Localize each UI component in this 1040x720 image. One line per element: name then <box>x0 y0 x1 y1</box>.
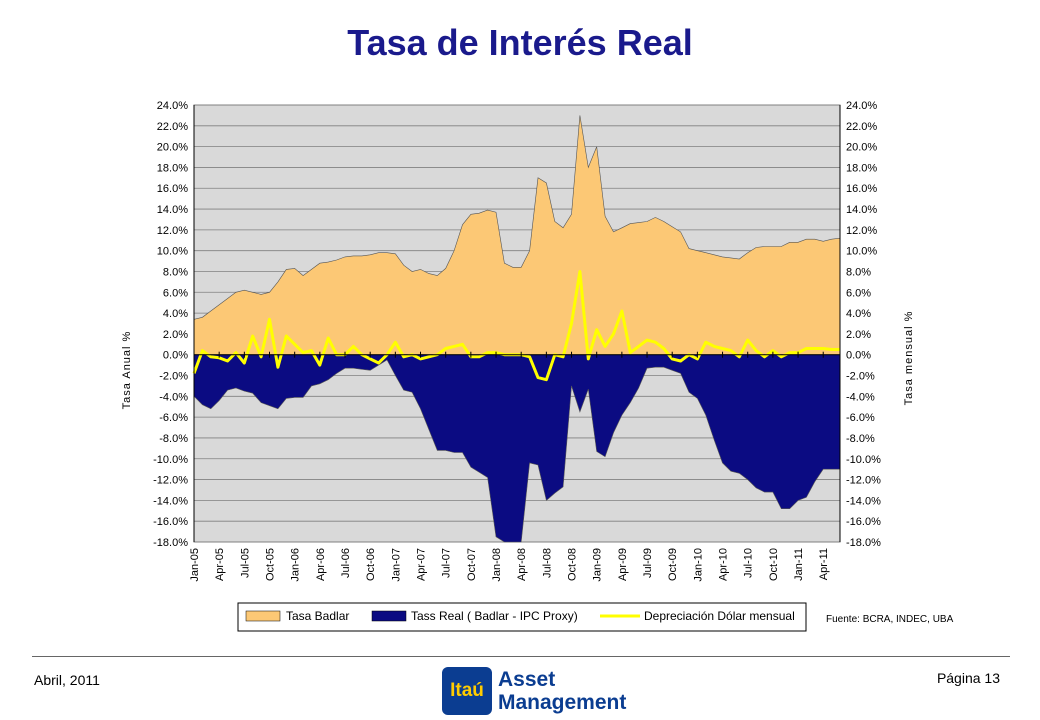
area-series <box>193 115 841 543</box>
x-tick-label: Jan-06 <box>290 548 302 582</box>
y-left-axis-label: Tasa Anual % <box>121 331 133 410</box>
y-right-tick-label: 16.0% <box>846 183 877 195</box>
itau-logo-mark: Itaú <box>442 667 492 715</box>
y-right-tick-label: 12.0% <box>846 225 877 237</box>
x-tick-label: Apr-07 <box>416 548 428 581</box>
y-right-tick-label: 22.0% <box>846 121 877 133</box>
y-left-tick-label: -4.0% <box>159 391 188 403</box>
y-left-tick-label: -18.0% <box>153 537 188 549</box>
x-tick-label: Apr-11 <box>818 548 830 580</box>
itau-asset-management-logo: Itaú Asset Management <box>442 667 626 715</box>
y-left-tick-label: -8.0% <box>159 433 188 445</box>
y-right-tick-label: -2.0% <box>846 371 875 383</box>
y-right-axis-label: Tasa mensual % <box>903 311 915 406</box>
x-tick-label: Jul-07 <box>441 548 453 578</box>
axes <box>193 105 841 542</box>
y-right-tick-label: -12.0% <box>846 475 881 487</box>
y-left-tick-label: 14.0% <box>157 204 188 216</box>
footer-date: Abril, 2011 <box>34 672 100 688</box>
y-left-tick-label: -2.0% <box>159 371 188 383</box>
y-left-tick-label: 2.0% <box>163 329 188 341</box>
y-right-tick-label: 6.0% <box>846 287 871 299</box>
interest-rate-chart: 24.0% 22.0% 20.0% 18.0% 16.0% 14.0% 12.0% 10.0%… <box>121 100 915 632</box>
y-right-tick-label: 14.0% <box>846 204 877 216</box>
x-tick-label: Oct-07 <box>466 548 478 581</box>
x-tick-label: Jul-09 <box>642 548 654 578</box>
x-tick-label: Jan-11 <box>793 548 805 581</box>
y-right-tick-label: 4.0% <box>846 308 871 320</box>
x-tick-label: Jul-08 <box>541 548 553 578</box>
y-left-tick-label: 22.0% <box>157 121 188 133</box>
x-tick-label: Apr-08 <box>516 548 528 581</box>
y-left-tick-label: -12.0% <box>153 475 188 487</box>
x-tick-label: Apr-05 <box>214 548 226 581</box>
source-note: Fuente: BCRA, INDEC, UBA <box>826 614 954 625</box>
y-right-tick-label: -10.0% <box>846 454 881 466</box>
x-tick-label: Jan-05 <box>189 548 201 582</box>
y-left-tick-label: 4.0% <box>163 308 188 320</box>
y-right-tick-label: -16.0% <box>846 516 881 528</box>
y-left-tick-label: 8.0% <box>163 266 188 278</box>
logo-line-2: Management <box>498 691 627 714</box>
x-tick-label: Oct-09 <box>667 548 679 581</box>
footer-divider <box>32 656 1010 657</box>
x-tick-label: Jan-07 <box>390 548 402 582</box>
x-tick-label: Oct-06 <box>365 548 377 581</box>
x-tick-label: Jul-10 <box>743 548 755 578</box>
y-right-tick-label: -14.0% <box>846 495 881 507</box>
x-tick-labels: Jan-05 Apr-05 Jul-05 Oct-05 Jan-06 Apr-06 Jul-… <box>189 548 830 582</box>
x-tick-label: Oct-05 <box>265 548 277 581</box>
legend-label-real: Tass Real ( Badlar - IPC Proxy) <box>411 609 578 623</box>
x-tick-label: Jan-08 <box>491 548 503 582</box>
y-left-tick-label: 6.0% <box>163 287 188 299</box>
y-left-tick-label: 18.0% <box>157 162 188 174</box>
y-right-tick-label: 10.0% <box>846 246 877 258</box>
y-left-tick-label: 12.0% <box>157 225 188 237</box>
y-right-tick-label: -4.0% <box>846 391 875 403</box>
y-left-tick-label: -10.0% <box>153 454 188 466</box>
x-tick-label: Jan-10 <box>692 548 704 582</box>
right-y-tick-labels: 24.0% 22.0% 20.0% 18.0% 16.0% 14.0% 12.0% 10.0%… <box>846 100 881 549</box>
x-tick-label: Oct-08 <box>567 548 579 581</box>
x-tick-label: Jan-09 <box>592 548 604 582</box>
legend-box <box>237 602 807 632</box>
y-right-tick-label: 2.0% <box>846 329 871 341</box>
y-right-tick-label: -18.0% <box>846 537 881 549</box>
legend-label-badlar: Tasa Badlar <box>286 609 349 623</box>
x-tick-label: Apr-09 <box>617 548 629 581</box>
y-left-tick-label: -16.0% <box>153 516 188 528</box>
logo-wordmark: Asset Management <box>498 668 626 714</box>
page-number: Página 13 <box>936 670 1000 686</box>
y-right-tick-label: -6.0% <box>846 412 875 424</box>
x-tick-label: Jul-06 <box>340 548 352 578</box>
y-left-tick-label: -14.0% <box>153 495 188 507</box>
y-left-tick-label: -6.0% <box>159 412 188 424</box>
y-right-tick-label: 20.0% <box>846 142 877 154</box>
x-tick-label: Apr-10 <box>718 548 730 581</box>
y-right-tick-label: 8.0% <box>846 266 871 278</box>
y-left-tick-label: 16.0% <box>157 183 188 195</box>
x-tick-label: Jul-05 <box>239 548 251 578</box>
y-left-tick-label: 0.0% <box>163 350 188 362</box>
area-tasa-real <box>193 354 841 543</box>
left-y-tick-labels: 24.0% 22.0% 20.0% 18.0% 16.0% 14.0% 12.0% 10.0%… <box>153 100 188 549</box>
y-right-tick-label: 0.0% <box>846 350 871 362</box>
legend-swatch-real <box>371 610 407 622</box>
page-title: Tasa de Interés Real <box>347 22 693 63</box>
y-right-tick-label: 24.0% <box>846 100 877 112</box>
y-left-tick-label: 10.0% <box>157 246 188 258</box>
legend-swatch-badlar <box>245 610 281 622</box>
legend: Tasa Badlar Tass Real ( Badlar - IPC Pro… <box>237 602 807 632</box>
y-left-tick-label: 20.0% <box>157 142 188 154</box>
x-tick-label: Oct-10 <box>768 548 780 581</box>
x-tick-label: Apr-06 <box>315 548 327 581</box>
legend-label-depreciacion: Depreciación Dólar mensual <box>644 609 795 623</box>
y-right-tick-label: -8.0% <box>846 433 875 445</box>
y-right-tick-label: 18.0% <box>846 162 877 174</box>
y-left-tick-label: 24.0% <box>157 100 188 112</box>
logo-line-1: Asset <box>498 668 556 691</box>
area-tasa-badlar <box>193 115 841 356</box>
